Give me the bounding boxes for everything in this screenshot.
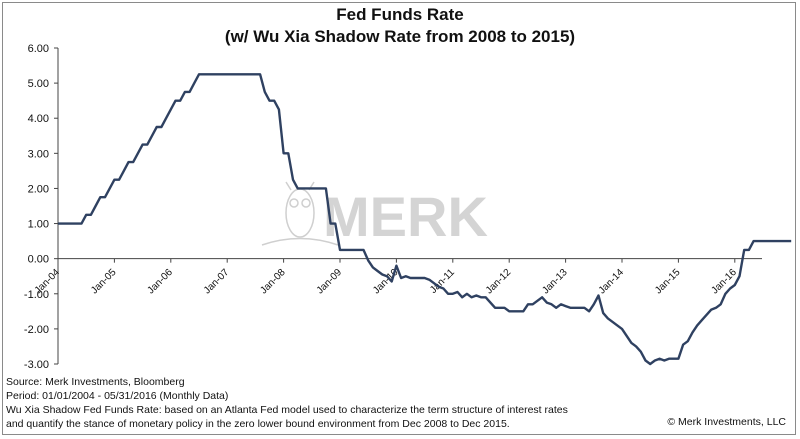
y-tick-label: 1.00 — [28, 219, 49, 231]
watermark-text: MERK — [323, 185, 488, 248]
y-tick-label: 2.00 — [28, 183, 49, 195]
x-tick-label: Jan-10 — [371, 267, 401, 297]
y-tick-label: 3.00 — [28, 148, 49, 160]
merk-watermark: MERK — [261, 181, 488, 248]
series-group — [58, 73, 792, 366]
chart-subtitle: (w/ Wu Xia Shadow Rate from 2008 to 2015… — [224, 27, 576, 46]
x-tick-label: Jan-15 — [653, 267, 683, 297]
x-tick-label: Jan-16 — [710, 267, 740, 297]
copyright-note: © Merk Investments, LLC — [667, 416, 786, 428]
x-tick-label: Jan-07 — [202, 267, 232, 297]
x-tick-label: Jan-09 — [315, 267, 345, 297]
period-note: Period: 01/01/2004 - 05/31/2016 (Monthly… — [6, 390, 229, 402]
y-tick-label: 5.00 — [28, 78, 49, 90]
x-tick-label: Jan-05 — [89, 267, 119, 297]
chart-title: Fed Funds Rate — [336, 5, 464, 24]
x-tick-label: Jan-08 — [258, 267, 288, 297]
y-tick-label: -2.00 — [24, 324, 49, 336]
description-line-2: and quantify the stance of monetary poli… — [6, 418, 510, 430]
chart-frame — [2, 2, 796, 435]
description-line-1: Wu Xia Shadow Fed Funds Rate: based on a… — [6, 404, 568, 416]
x-tick-label: Jan-06 — [146, 267, 176, 297]
y-tick-label: -1.00 — [24, 289, 49, 301]
x-tick-label: Jan-13 — [540, 267, 570, 297]
y-tick-label: -3.00 — [24, 359, 49, 371]
y-tick-label: 6.00 — [28, 43, 49, 55]
x-tick-label: Jan-12 — [484, 267, 514, 297]
y-tick-label: 0.00 — [28, 254, 49, 266]
source-note: Source: Merk Investments, Bloomberg — [6, 376, 185, 388]
y-tick-label: 4.00 — [28, 113, 49, 125]
series-line-0 — [58, 73, 792, 366]
x-tick-label: Jan-14 — [597, 267, 627, 297]
